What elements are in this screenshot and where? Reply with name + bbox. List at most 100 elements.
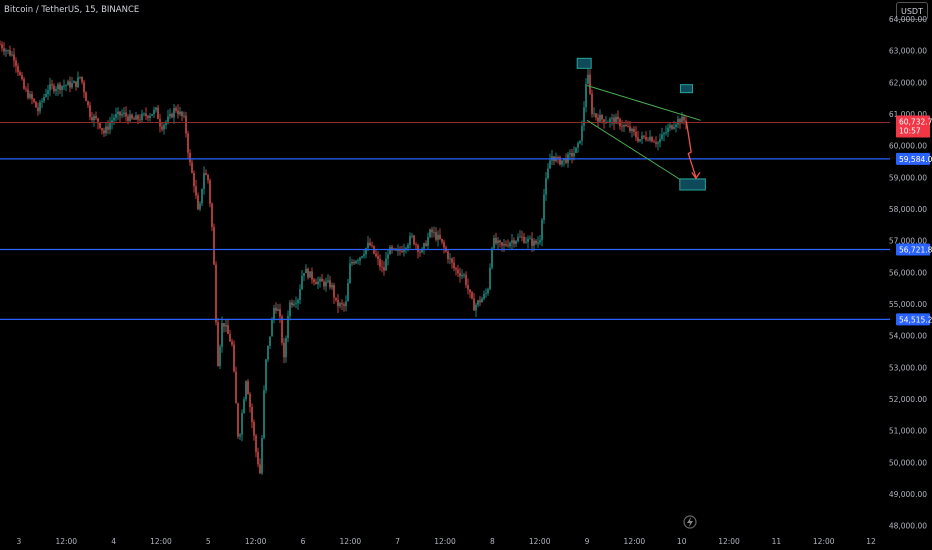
candle-body <box>215 264 217 323</box>
candle-body <box>239 434 241 437</box>
candle-body <box>569 153 571 155</box>
wedge-upper-line <box>586 85 701 121</box>
candle-body <box>667 127 669 133</box>
candle-body <box>217 322 219 367</box>
candle-body <box>83 82 85 93</box>
candle-body <box>547 168 549 179</box>
candle-body <box>131 114 133 119</box>
candle-body <box>103 130 105 134</box>
candle-body <box>593 113 595 115</box>
time-tick-label: 12:00 <box>55 537 77 546</box>
candle-body <box>469 289 471 293</box>
price-axis[interactable]: 64,000.00 63,000.00 62,000.00 61,000.00 60,0… <box>889 15 932 531</box>
candle-body <box>163 124 165 130</box>
candle-body <box>343 304 345 307</box>
candle-body <box>465 274 467 286</box>
candle-body <box>441 238 443 243</box>
wedge-lower-line <box>586 119 682 181</box>
candle-body <box>243 399 245 414</box>
candle-body <box>577 143 579 148</box>
candle-body <box>3 48 5 52</box>
candle-body <box>503 244 505 246</box>
candle-body <box>37 107 39 112</box>
candle-body <box>499 240 501 243</box>
candle-body <box>275 307 277 311</box>
candle-body <box>211 203 213 227</box>
candle-body <box>423 243 425 249</box>
candle-body <box>199 203 201 210</box>
candle-body <box>557 157 559 158</box>
candle-body <box>259 464 261 474</box>
candle-body <box>265 359 267 391</box>
price-tick-label: 63,000.00 <box>889 47 927 56</box>
level-price-badge <box>896 152 930 165</box>
candle-body <box>273 307 275 320</box>
candle-body <box>75 81 77 87</box>
candle-body <box>595 113 597 118</box>
price-tick-label: 57,000.00 <box>889 237 927 246</box>
candle-body <box>319 278 321 282</box>
candle-body <box>197 195 199 210</box>
candle-body <box>155 107 157 110</box>
candle-body <box>213 226 215 265</box>
currency-button[interactable]: USDT <box>896 2 928 20</box>
candle-body <box>649 136 651 141</box>
candle-body <box>355 261 357 264</box>
candle-body <box>237 403 239 437</box>
candle-body <box>293 303 295 306</box>
candle-body <box>257 451 259 465</box>
candle-body <box>453 262 455 269</box>
candle-body <box>173 108 175 118</box>
candle-body <box>521 236 523 238</box>
candle-body <box>345 301 347 307</box>
candle-body <box>167 116 169 122</box>
current-price-badge <box>896 115 930 138</box>
candle-body <box>431 229 433 233</box>
candle-body <box>277 309 279 311</box>
candle-body <box>381 266 383 268</box>
candle-body <box>255 435 257 452</box>
candle-body <box>333 285 335 298</box>
candle-body <box>107 126 109 130</box>
candle-body <box>597 117 599 122</box>
candle-body <box>177 110 179 115</box>
candle-body <box>5 50 7 52</box>
candle-body <box>141 113 143 121</box>
candle-body <box>317 281 319 285</box>
candle-body <box>169 113 171 117</box>
candle-body <box>485 293 487 294</box>
candle-body <box>109 123 111 130</box>
candle-body <box>459 273 461 277</box>
candle-body <box>1 44 3 49</box>
candle-body <box>591 93 593 115</box>
candle-body <box>449 258 451 260</box>
candle-body <box>271 319 273 337</box>
candle-body <box>633 128 635 133</box>
candle-body <box>573 152 575 157</box>
candle-body <box>125 112 127 117</box>
time-axis[interactable]: 3 12:00 4 12:00 5 12:00 6 12:00 7 12:00 8 12:00 9 12:… <box>17 537 877 546</box>
price-tick-label: 54,000.00 <box>889 332 927 341</box>
level-price-label: 54,515.25 <box>899 315 932 324</box>
countdown-label: 10:57 <box>899 126 921 135</box>
time-tick-label: 11 <box>772 537 782 546</box>
candle-body <box>191 162 193 173</box>
candle-body <box>145 113 147 117</box>
candle-body <box>391 246 393 250</box>
candle-body <box>491 248 493 268</box>
candle-body <box>185 115 187 134</box>
candle-body <box>249 394 251 408</box>
candle-body <box>541 219 543 241</box>
candle-body <box>539 240 541 243</box>
candle-body <box>47 90 49 94</box>
candle-body <box>497 240 499 244</box>
candle-body <box>647 139 649 141</box>
candle-body <box>17 66 19 73</box>
candle-body <box>535 240 537 244</box>
candle-body <box>543 194 545 220</box>
candle-body <box>475 304 477 311</box>
candle-body <box>23 79 25 89</box>
candle-body <box>669 125 671 128</box>
candle-body <box>463 274 465 276</box>
